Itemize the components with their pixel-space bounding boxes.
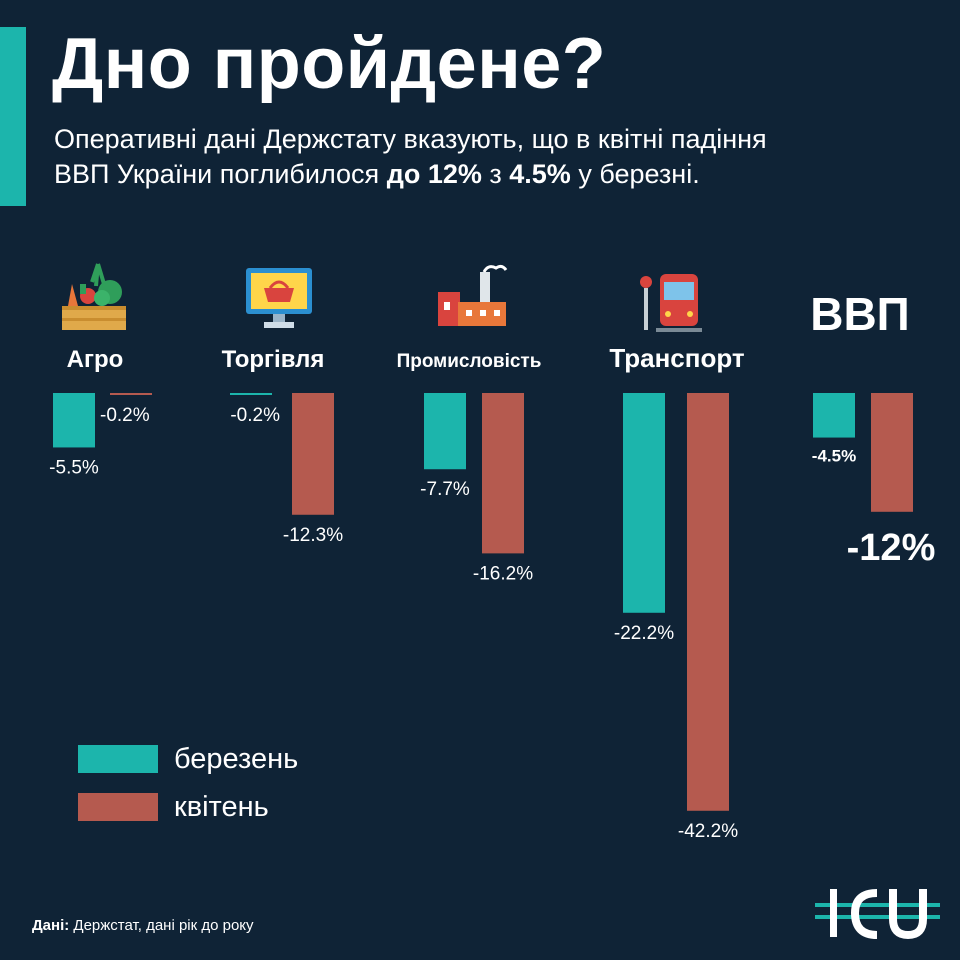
legend-item-march: березень: [78, 735, 298, 783]
value-label-april: -12.3%: [283, 525, 343, 546]
train-icon: [640, 274, 702, 332]
legend-swatch-march: [78, 745, 158, 773]
bar-march: [230, 393, 272, 395]
chart-legend: березень квітень: [78, 735, 298, 831]
value-label-april: -42.2%: [678, 821, 738, 842]
source-text: Держстат, дані рік до року: [69, 917, 254, 934]
bar-march: [813, 393, 855, 438]
legend-label-april: квітень: [174, 790, 269, 823]
value-label-march: -4.5%: [812, 447, 856, 466]
legend-swatch-april: [78, 793, 158, 821]
bar-march: [424, 393, 466, 470]
subtitle-bold-march: 4.5%: [509, 159, 571, 189]
value-label-april: -0.2%: [100, 405, 150, 426]
category-label: Агро: [67, 346, 124, 373]
subtitle-bold-april: до 12%: [386, 159, 482, 189]
value-label-march: -0.2%: [230, 405, 280, 426]
category-label: Промисловість: [397, 351, 542, 372]
vegetable-crate-icon: [62, 263, 126, 330]
category-label: Транспорт: [609, 343, 745, 373]
value-label-march: -22.2%: [614, 623, 674, 644]
factory-icon: [438, 264, 508, 326]
legend-label-march: березень: [174, 742, 299, 775]
bar-april: [871, 393, 913, 512]
accent-bar: [0, 27, 26, 206]
value-label-april: -16.2%: [473, 563, 533, 584]
value-label-april: -12%: [847, 527, 936, 569]
bar-march: [53, 393, 95, 448]
legend-item-april: квітень: [78, 783, 298, 831]
page-title: Дно пройдене?: [52, 24, 607, 104]
subtitle-line2-pre: ВВП України поглибилося: [54, 159, 387, 189]
icu-logo: [815, 889, 940, 940]
page-subtitle: Оперативні дані Держстату вказують, що в…: [54, 122, 934, 192]
category-label: ВВП: [810, 288, 910, 340]
bar-april: [687, 393, 729, 811]
bar-march: [623, 393, 665, 613]
bar-april: [110, 393, 152, 395]
value-label-march: -5.5%: [49, 457, 99, 478]
subtitle-line2-post: у березні.: [570, 159, 700, 189]
bar-april: [292, 393, 334, 515]
source-label: Дані:: [32, 917, 70, 934]
value-label-march: -7.7%: [420, 479, 470, 500]
bar-april: [482, 393, 524, 554]
subtitle-line2-mid: з: [481, 159, 510, 189]
subtitle-line1: Оперативні дані Держстату вказують, що в…: [54, 124, 767, 154]
category-label: Торгівля: [222, 346, 325, 373]
source-note: Дані: Держстат, дані рік до року: [32, 917, 254, 934]
shopping-basket-monitor-icon: [246, 268, 312, 328]
